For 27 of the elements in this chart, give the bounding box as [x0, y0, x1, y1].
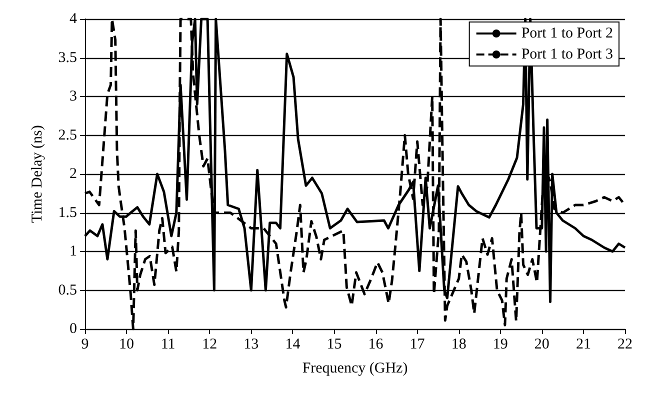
x-tick-label: 15: [326, 336, 342, 352]
x-tick-label: 19: [492, 336, 508, 352]
legend-label: Port 1 to Port 3: [521, 46, 614, 62]
x-tick-label: 11: [160, 336, 176, 352]
y-tick-label: 0: [70, 321, 77, 337]
x-tick-label: 9: [81, 336, 89, 352]
x-tick-label: 22: [618, 336, 632, 352]
x-tick-label: 18: [451, 336, 466, 352]
x-tick-label: 17: [410, 336, 426, 352]
y-tick-label: 4: [70, 11, 78, 27]
y-tick-label: 1.5: [58, 204, 77, 221]
x-tick-label: 13: [244, 336, 259, 352]
y-tick-label: 3: [70, 88, 77, 104]
x-tick-label: 10: [119, 336, 134, 352]
x-tick-label: 20: [534, 336, 550, 352]
x-tick-label: 16: [368, 336, 384, 352]
x-tick-label: 21: [576, 336, 591, 352]
legend-label: Port 1 to Port 2: [521, 26, 614, 42]
x-axis-title: Frequency (GHz): [302, 360, 408, 376]
y-tick-label: 3.5: [58, 50, 77, 66]
y-tick-label: 1: [70, 244, 77, 260]
x-tick-label: 14: [285, 336, 301, 352]
y-tick-label: 0.5: [58, 282, 77, 298]
y-tick-label: 2: [70, 166, 77, 182]
y-axis-title: Time Delay (ns): [30, 125, 46, 223]
x-tick-label: 12: [202, 336, 218, 352]
y-tick-label: 2.5: [58, 127, 77, 144]
